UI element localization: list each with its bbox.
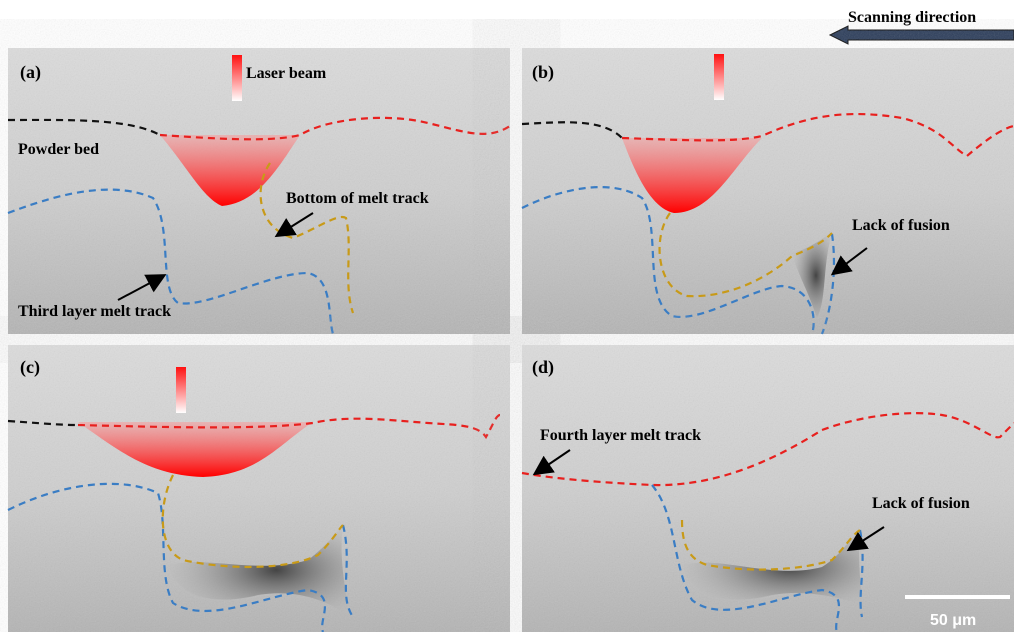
panel-texture bbox=[522, 48, 1014, 334]
panel: (d) Fourth layer melt track Lack of fusi… bbox=[522, 345, 1014, 632]
panel: (c) bbox=[8, 345, 510, 632]
laser-beam bbox=[232, 55, 242, 101]
panel-label: (c) bbox=[20, 357, 40, 378]
annotation: Fourth layer melt track bbox=[540, 427, 701, 444]
annotation: Lack of fusion bbox=[872, 495, 970, 512]
page: {"header": {"scan_direction": "Scanning … bbox=[0, 0, 1014, 632]
panel: (a) Laser beam Powder bed Bottom of melt… bbox=[8, 48, 510, 334]
figure: Scanning direction (a) Laser beam Powder… bbox=[0, 0, 1014, 632]
annotation: Third layer melt track bbox=[18, 303, 171, 320]
annotation: Laser beam bbox=[246, 65, 327, 82]
annotation: Powder bed bbox=[18, 141, 99, 158]
panel-label: (b) bbox=[532, 62, 554, 83]
annotation: Lack of fusion bbox=[852, 217, 950, 234]
laser-beam bbox=[714, 54, 724, 100]
laser-beam bbox=[176, 367, 186, 413]
scan-label: Scanning direction bbox=[848, 9, 976, 26]
annotation: Bottom of melt track bbox=[286, 190, 429, 207]
panel-label: (a) bbox=[20, 62, 41, 83]
scale-bar-label: 50 μm bbox=[930, 612, 976, 629]
panel-label: (d) bbox=[532, 357, 554, 378]
scan-arrow bbox=[830, 26, 1014, 44]
panel: (b) Lack of fusion bbox=[522, 48, 1014, 334]
